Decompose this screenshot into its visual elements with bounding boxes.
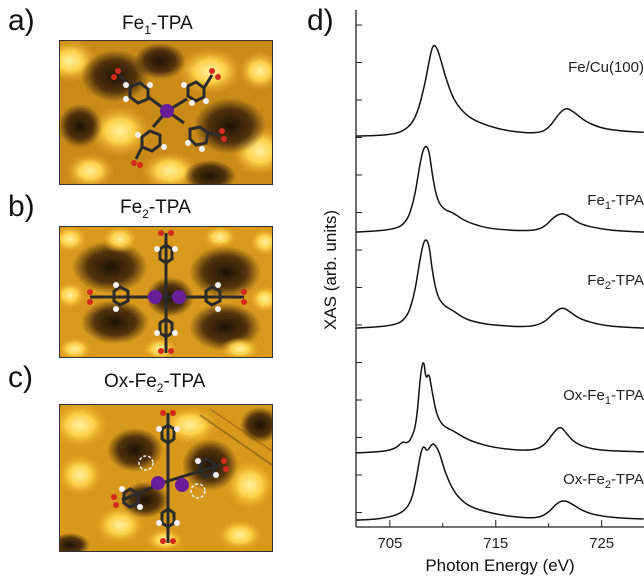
panel-a-title: Fe1-TPA (122, 13, 193, 37)
series-label: Ox-Fe2-TPA (563, 471, 644, 491)
series-line (355, 44, 644, 137)
y-axis-label: XAS (arb. units) (321, 210, 340, 330)
chart-axes: 705 715 725 (355, 10, 644, 552)
series-line (355, 145, 644, 233)
stm-image-fe2-tpa (59, 226, 273, 358)
x-axis-label: Photon Energy (eV) (425, 556, 575, 575)
panel-b-letter: b) (8, 190, 35, 223)
x-tick-label: 715 (483, 535, 508, 552)
panel-c-title: Ox-Fe2-TPA (104, 371, 206, 395)
series-line (355, 362, 644, 454)
stm-image-fe1-tpa (59, 40, 273, 185)
series-label: Fe/Cu(100) (568, 59, 644, 76)
panel-a-letter: a) (8, 4, 35, 37)
stm-image-ox-fe2-tpa (59, 404, 273, 552)
series-label: Fe1-TPA (587, 192, 644, 212)
series-label: Fe2-TPA (587, 272, 644, 292)
x-tick-label: 705 (377, 535, 402, 552)
x-tick-label: 725 (589, 535, 614, 552)
series-line (355, 443, 644, 521)
panel-d-letter: d) (307, 4, 334, 37)
panel-c-letter: c) (8, 361, 33, 394)
panel-b-title: Fe2-TPA (120, 197, 191, 221)
series-label: Ox-Fe1-TPA (563, 387, 644, 407)
chart-series-labels: Fe/Cu(100) Fe1-TPA Fe2-TPA Ox-Fe1-TPA Ox-Fe2… (563, 59, 644, 491)
series-line (355, 239, 644, 329)
chart-curves (355, 44, 644, 521)
